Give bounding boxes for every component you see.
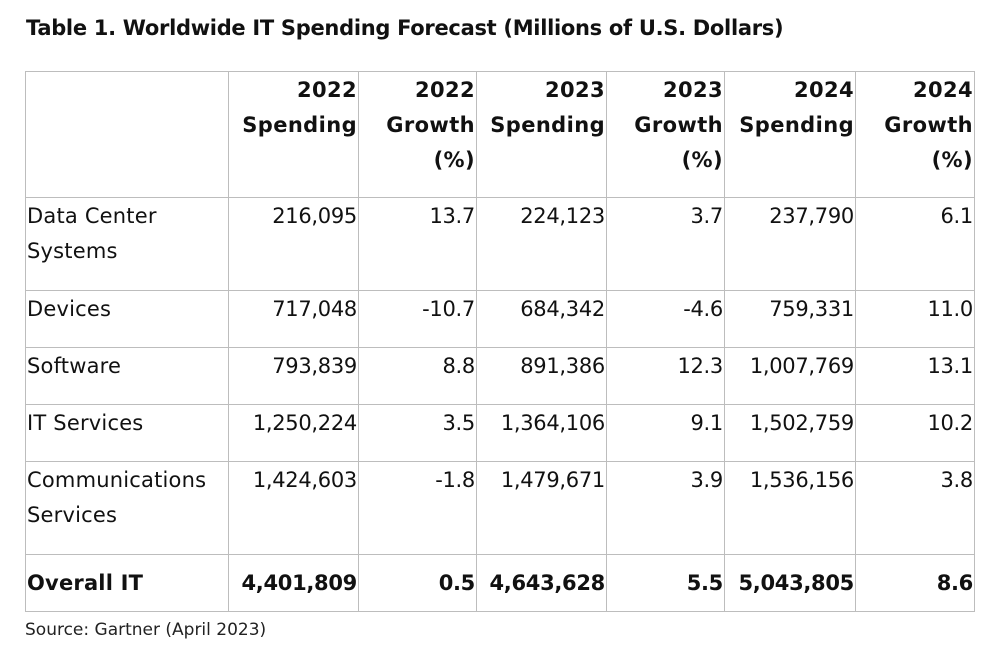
header-cell: 2023 Spending <box>476 71 607 198</box>
spending-2023-cell: 684,342 <box>476 290 607 348</box>
table-title: Table 1. Worldwide IT Spending Forecast … <box>26 16 784 40</box>
spending-2024-cell: 237,790 <box>724 197 856 291</box>
table-row: Software 793,839 8.8 891,386 12.3 1,007,… <box>25 347 975 405</box>
segment-cell: Communications Services <box>25 461 229 555</box>
total-label-cell: Overall IT <box>25 554 229 612</box>
total-spending-2023-cell: 4,643,628 <box>476 554 607 612</box>
growth-2023-cell: -4.6 <box>606 290 725 348</box>
table-row: Communications Services 1,424,603 -1.8 1… <box>25 461 975 555</box>
total-growth-2022-cell: 0.5 <box>358 554 477 612</box>
segment-cell: Data Center Systems <box>25 197 229 291</box>
growth-2022-cell: 3.5 <box>358 404 477 462</box>
source-note: Source: Gartner (April 2023) <box>25 620 267 640</box>
growth-2022-cell: 8.8 <box>358 347 477 405</box>
spending-2022-cell: 1,250,224 <box>228 404 359 462</box>
header-cell-segment <box>25 71 229 198</box>
growth-2023-cell: 12.3 <box>606 347 725 405</box>
spending-2022-cell: 216,095 <box>228 197 359 291</box>
growth-2023-cell: 3.9 <box>606 461 725 555</box>
header-cell: 2024 Spending <box>724 71 856 198</box>
growth-2022-cell: -10.7 <box>358 290 477 348</box>
spending-2023-cell: 224,123 <box>476 197 607 291</box>
growth-2023-cell: 9.1 <box>606 404 725 462</box>
growth-2024-cell: 10.2 <box>855 404 975 462</box>
header-cell: 2022 Spending <box>228 71 359 198</box>
spending-2024-cell: 1,502,759 <box>724 404 856 462</box>
spending-2023-cell: 1,479,671 <box>476 461 607 555</box>
header-cell: 2022 Growth (%) <box>358 71 477 198</box>
header-row: 2022 Spending 2022 Growth (%) 2023 Spending … <box>25 71 975 198</box>
spending-2022-cell: 717,048 <box>228 290 359 348</box>
table-row: Data Center Systems 216,095 13.7 224,123… <box>25 197 975 291</box>
growth-2024-cell: 13.1 <box>855 347 975 405</box>
total-growth-2024-cell: 8.6 <box>855 554 975 612</box>
segment-cell: Software <box>25 347 229 405</box>
spending-2022-cell: 1,424,603 <box>228 461 359 555</box>
growth-2023-cell: 3.7 <box>606 197 725 291</box>
growth-2022-cell: 13.7 <box>358 197 477 291</box>
total-spending-2024-cell: 5,043,805 <box>724 554 856 612</box>
header-cell: 2024 Growth (%) <box>855 71 975 198</box>
total-spending-2022-cell: 4,401,809 <box>228 554 359 612</box>
segment-cell: Devices <box>25 290 229 348</box>
spending-2023-cell: 891,386 <box>476 347 607 405</box>
table-row: Devices 717,048 -10.7 684,342 -4.6 759,3… <box>25 290 975 348</box>
spending-2023-cell: 1,364,106 <box>476 404 607 462</box>
growth-2022-cell: -1.8 <box>358 461 477 555</box>
header-cell: 2023 Growth (%) <box>606 71 725 198</box>
growth-2024-cell: 6.1 <box>855 197 975 291</box>
growth-2024-cell: 11.0 <box>855 290 975 348</box>
spending-2024-cell: 759,331 <box>724 290 856 348</box>
total-growth-2023-cell: 5.5 <box>606 554 725 612</box>
spending-2024-cell: 1,536,156 <box>724 461 856 555</box>
table-row: IT Services 1,250,224 3.5 1,364,106 9.1 … <box>25 404 975 462</box>
spending-2024-cell: 1,007,769 <box>724 347 856 405</box>
growth-2024-cell: 3.8 <box>855 461 975 555</box>
segment-cell: IT Services <box>25 404 229 462</box>
total-row: Overall IT 4,401,809 0.5 4,643,628 5.5 5… <box>25 554 975 612</box>
it-spending-table: 2022 Spending 2022 Growth (%) 2023 Spending … <box>25 71 975 612</box>
spending-2022-cell: 793,839 <box>228 347 359 405</box>
